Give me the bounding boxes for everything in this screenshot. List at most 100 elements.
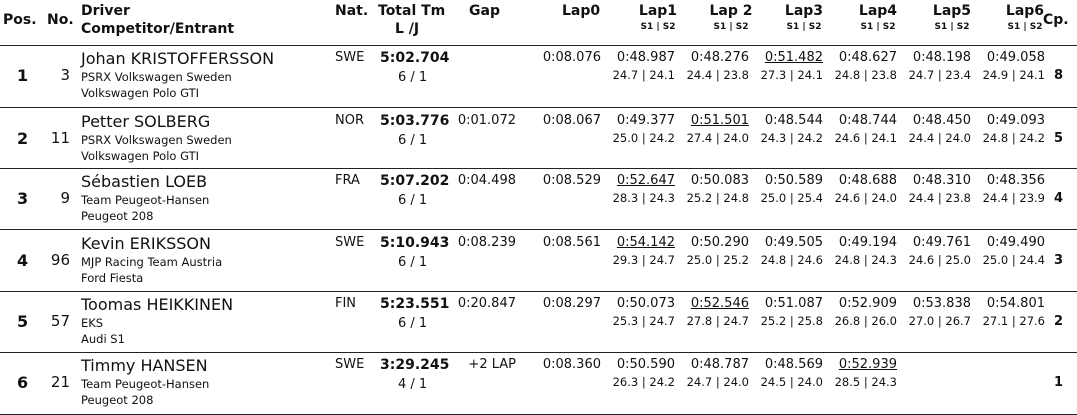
driver-name: Johan KRISTOFFERSSON bbox=[81, 49, 275, 68]
car-model: Volkswagen Polo GTI bbox=[81, 149, 199, 163]
lap-time: 0:50.290 bbox=[690, 235, 749, 250]
split-header: S1 | S2 bbox=[713, 22, 749, 32]
nationality: SWE bbox=[335, 50, 365, 65]
car-number: 11 bbox=[50, 129, 70, 147]
sector-splits: 24.9 | 24.1 bbox=[982, 68, 1045, 82]
driver-name: Toomas HEIKKINEN bbox=[81, 295, 234, 314]
sector-splits: 24.3 | 24.2 bbox=[760, 131, 823, 145]
split-header: S1 | S2 bbox=[860, 22, 896, 32]
row-divider bbox=[0, 229, 1077, 230]
driver-name: Sébastien LOEB bbox=[81, 172, 208, 191]
lap0-time: 0:08.360 bbox=[542, 357, 601, 372]
table-row: 5 57 Toomas HEIKKINEN EKS Audi S1 FIN 5:23.551… bbox=[0, 291, 1077, 353]
sector-splits: 29.3 | 24.7 bbox=[612, 253, 675, 267]
sector-splits: 24.6 | 25.0 bbox=[908, 253, 971, 267]
car-number: 57 bbox=[50, 312, 70, 330]
lap-time: 0:51.501 bbox=[690, 113, 749, 128]
gap-time: +2 LAP bbox=[468, 357, 516, 372]
lap-time: 0:48.627 bbox=[838, 50, 897, 65]
position: 3 bbox=[17, 189, 29, 208]
car-number: 3 bbox=[60, 66, 70, 84]
lap-time: 0:51.087 bbox=[764, 296, 823, 311]
sector-splits: 24.8 | 24.2 bbox=[982, 131, 1045, 145]
lap-header: Lap1 bbox=[638, 3, 678, 19]
nationality: SWE bbox=[335, 357, 365, 372]
sector-splits: 25.0 | 24.4 bbox=[982, 253, 1045, 267]
gap-time: 0:20.847 bbox=[457, 296, 516, 311]
driver-name: Petter SOLBERG bbox=[81, 112, 211, 131]
sector-splits: 24.4 | 24.0 bbox=[908, 131, 971, 145]
sector-splits: 27.4 | 24.0 bbox=[686, 131, 749, 145]
laps-joker: 6 / 1 bbox=[398, 255, 428, 270]
sector-splits: 24.6 | 24.0 bbox=[834, 191, 897, 205]
total-time: 5:02.704 bbox=[380, 50, 450, 66]
sector-splits: 25.3 | 24.7 bbox=[612, 314, 675, 328]
sector-splits: 27.3 | 24.1 bbox=[760, 68, 823, 82]
car-model: Peugeot 208 bbox=[81, 209, 154, 223]
split-header: S1 | S2 bbox=[1007, 22, 1043, 32]
sector-splits: 24.4 | 23.9 bbox=[982, 191, 1045, 205]
split-header: S1 | S2 bbox=[934, 22, 970, 32]
laps-joker: 6 / 1 bbox=[398, 70, 428, 85]
lap-time: 0:50.589 bbox=[764, 173, 823, 188]
competitor-name: EKS bbox=[81, 316, 104, 330]
lap-time: 0:49.505 bbox=[764, 235, 823, 250]
sector-splits: 24.7 | 24.0 bbox=[686, 375, 749, 389]
lap-time: 0:49.194 bbox=[838, 235, 897, 250]
sector-splits: 28.3 | 24.3 bbox=[612, 191, 675, 205]
lap-time: 0:49.377 bbox=[616, 113, 675, 128]
lap-time: 0:49.761 bbox=[912, 235, 971, 250]
lap0-time: 0:08.076 bbox=[542, 50, 601, 65]
table-header: Pos. No. Driver Competitor/Entrant Nat. … bbox=[0, 0, 1077, 45]
sector-splits: 28.5 | 24.3 bbox=[834, 375, 897, 389]
table-row: 6 21 Timmy HANSEN Team Peugeot-Hansen Peugeo… bbox=[0, 352, 1077, 414]
row-divider bbox=[0, 291, 1077, 292]
car-model: Audi S1 bbox=[81, 332, 125, 346]
row-divider bbox=[0, 107, 1077, 108]
sector-splits: 24.7 | 23.4 bbox=[908, 68, 971, 82]
sector-splits: 24.8 | 24.6 bbox=[760, 253, 823, 267]
driver-name: Timmy HANSEN bbox=[81, 356, 208, 375]
total-time: 5:23.551 bbox=[380, 296, 450, 312]
lap0-header: Lap0 bbox=[562, 3, 601, 19]
lap0-time: 0:08.067 bbox=[542, 113, 601, 128]
total-time: 3:29.245 bbox=[380, 357, 450, 373]
lap-time: 0:49.490 bbox=[986, 235, 1045, 250]
sector-splits: 27.0 | 26.7 bbox=[908, 314, 971, 328]
laps-joker: 6 / 1 bbox=[398, 316, 428, 331]
lap-header: Lap6 bbox=[1005, 3, 1045, 19]
competitor-name: PSRX Volkswagen Sweden bbox=[81, 70, 232, 84]
nationality: FRA bbox=[335, 173, 360, 188]
sector-splits: 26.8 | 26.0 bbox=[834, 314, 897, 328]
checkpoint-count: 8 bbox=[1054, 68, 1064, 83]
row-divider bbox=[0, 352, 1077, 353]
lap-time: 0:48.569 bbox=[764, 357, 823, 372]
competitor-name: PSRX Volkswagen Sweden bbox=[81, 133, 232, 147]
lap-header: Lap4 bbox=[858, 3, 898, 19]
sector-splits: 24.7 | 24.1 bbox=[612, 68, 675, 82]
lap-time: 0:48.987 bbox=[616, 50, 675, 65]
total-time: 5:03.776 bbox=[380, 113, 450, 129]
table-row: 1 3 Johan KRISTOFFERSSON PSRX Volkswagen Sw… bbox=[0, 45, 1077, 107]
lap0-time: 0:08.297 bbox=[542, 296, 601, 311]
position: 5 bbox=[17, 312, 29, 331]
laps-joker-header: L /J bbox=[395, 21, 420, 37]
position: 1 bbox=[17, 66, 29, 85]
nationality: FIN bbox=[335, 296, 357, 311]
lap-time: 0:49.058 bbox=[986, 50, 1045, 65]
sector-splits: 25.0 | 25.4 bbox=[760, 191, 823, 205]
checkpoint-count: 4 bbox=[1054, 191, 1064, 206]
lap-time: 0:54.142 bbox=[616, 235, 675, 250]
total-time: 5:07.202 bbox=[380, 173, 450, 189]
sector-splits: 25.2 | 24.8 bbox=[686, 191, 749, 205]
lap-time: 0:52.909 bbox=[838, 296, 897, 311]
lap-time: 0:50.073 bbox=[616, 296, 675, 311]
laps-joker: 4 / 1 bbox=[398, 377, 428, 392]
sector-splits: 25.2 | 25.8 bbox=[760, 314, 823, 328]
lap-time: 0:48.198 bbox=[912, 50, 971, 65]
sector-splits: 24.6 | 24.1 bbox=[834, 131, 897, 145]
competitor-name: Team Peugeot-Hansen bbox=[81, 377, 210, 391]
lap-time: 0:50.590 bbox=[616, 357, 675, 372]
sector-splits: 27.1 | 27.6 bbox=[982, 314, 1045, 328]
pos-header: Pos. bbox=[3, 12, 37, 28]
